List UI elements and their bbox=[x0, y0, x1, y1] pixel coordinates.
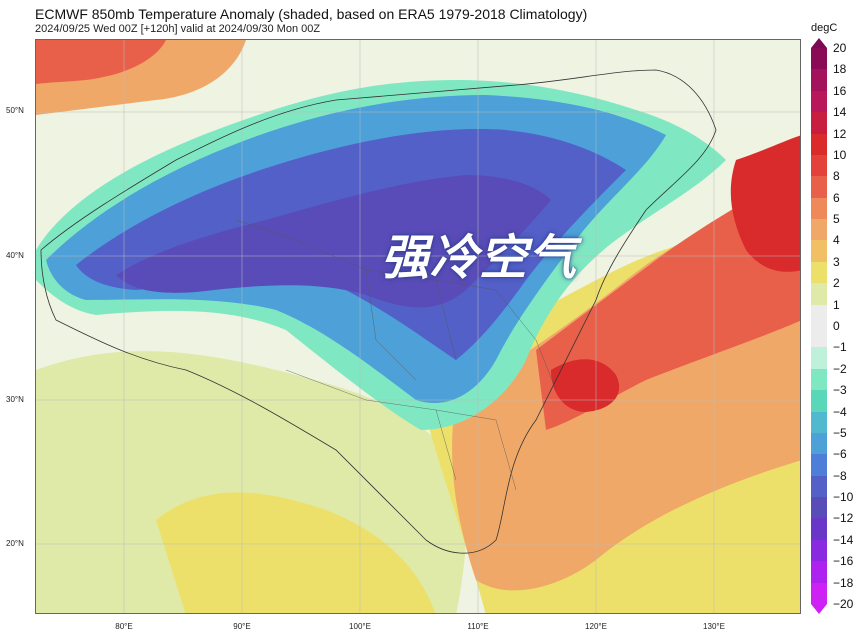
colorbar-segment bbox=[811, 432, 827, 455]
colorbar-tick-label: 2 bbox=[833, 276, 840, 291]
colorbar-segment bbox=[811, 347, 827, 370]
colorbar-segment bbox=[811, 368, 827, 391]
lat-label-40n: 40°N bbox=[6, 251, 24, 260]
colorbar-segment bbox=[811, 197, 827, 220]
colorbar-tick-label: −2 bbox=[833, 361, 847, 376]
colorbar-tick-label: −12 bbox=[833, 511, 854, 526]
warm-yellow-region-south bbox=[156, 492, 436, 613]
colorbar-tick-label: −6 bbox=[833, 447, 847, 462]
anomaly-map: 强冷空气 bbox=[35, 39, 801, 614]
colorbar-unit: degC bbox=[811, 22, 838, 34]
colorbar-tick-label: −5 bbox=[833, 425, 847, 440]
colorbar-tick-label: 14 bbox=[833, 105, 847, 120]
colorbar-tick-label: −16 bbox=[833, 554, 854, 569]
colorbar-bottom-arrow bbox=[811, 604, 827, 614]
colorbar-tick-label: 6 bbox=[833, 190, 840, 205]
cold-core-region bbox=[116, 175, 551, 308]
colorbar-tick-label: 8 bbox=[833, 169, 840, 184]
colorbar-segment bbox=[811, 219, 827, 241]
colorbar-tick-label: 0 bbox=[833, 319, 840, 333]
colorbar-segment bbox=[811, 518, 827, 541]
lon-label-120e: 120°E bbox=[585, 622, 607, 631]
colorbar-tick-label: −3 bbox=[833, 383, 847, 398]
colorbar-segment bbox=[811, 261, 827, 284]
province-borders bbox=[235, 219, 557, 491]
colorbar-segment bbox=[811, 326, 827, 348]
colorbar-tick-label: −1 bbox=[833, 340, 847, 355]
anomaly-field bbox=[36, 40, 800, 613]
colorbar-tick-label: −18 bbox=[833, 575, 854, 590]
colorbar-segment bbox=[811, 133, 827, 156]
colorbar-segment bbox=[811, 154, 827, 177]
lat-label-20n: 20°N bbox=[6, 539, 24, 548]
colorbar-tick-label: 12 bbox=[833, 126, 847, 141]
lon-label-80e: 80°E bbox=[115, 622, 133, 631]
colorbar-segment bbox=[811, 539, 827, 562]
colorbar-segment bbox=[811, 69, 827, 92]
colorbar-segment bbox=[811, 497, 827, 519]
colorbar-segment bbox=[811, 90, 827, 113]
colorbar-tick-label: 20 bbox=[833, 41, 847, 55]
colorbar-tick-label: −4 bbox=[833, 404, 847, 419]
map-subtitle: 2024/09/25 Wed 00Z [+120h] valid at 2024… bbox=[35, 23, 321, 35]
colorbar-tick-label: 5 bbox=[833, 212, 840, 227]
colorbar-tick-label: 16 bbox=[833, 83, 847, 98]
colorbar-segment bbox=[811, 475, 827, 498]
colorbar-segment bbox=[811, 48, 827, 70]
lon-label-100e: 100°E bbox=[349, 622, 371, 631]
lat-label-30n: 30°N bbox=[6, 395, 24, 404]
colorbar-tick-label: 1 bbox=[833, 297, 840, 312]
lon-label-110e: 110°E bbox=[467, 622, 489, 631]
colorbar-top-arrow bbox=[811, 38, 827, 48]
lon-label-90e: 90°E bbox=[233, 622, 251, 631]
colorbar-tick-label: 3 bbox=[833, 254, 840, 269]
colorbar-segment bbox=[811, 561, 827, 584]
colorbar-tick-label: −8 bbox=[833, 468, 847, 483]
colorbar-segment bbox=[811, 454, 827, 477]
colorbar-segment bbox=[811, 304, 827, 327]
warm-red-region-northwest bbox=[36, 40, 166, 84]
colorbar-tick-label: −20 bbox=[833, 597, 854, 611]
colorbar-segment bbox=[811, 176, 827, 199]
colorbar-segment bbox=[811, 240, 827, 263]
colorbar-tick-label: 4 bbox=[833, 233, 840, 248]
cold-air-overlay-text: 强冷空气 bbox=[381, 230, 578, 286]
colorbar-segment bbox=[811, 112, 827, 135]
colorbar-tick-label: 10 bbox=[833, 147, 847, 162]
warm-red-region-northeast bbox=[730, 135, 800, 272]
colorbar-segment bbox=[811, 411, 827, 434]
colorbar-tick-label: −10 bbox=[833, 490, 854, 505]
colorbar-segment bbox=[811, 283, 827, 306]
colorbar-tick-label: −14 bbox=[833, 532, 854, 547]
lon-label-130e: 130°E bbox=[703, 622, 725, 631]
map-title: ECMWF 850mb Temperature Anomaly (shaded,… bbox=[35, 6, 588, 22]
colorbar bbox=[811, 48, 827, 605]
colorbar-tick-label: 18 bbox=[833, 62, 847, 77]
colorbar-segment bbox=[811, 582, 827, 605]
warm-red-region-central bbox=[551, 359, 620, 412]
colorbar-segment bbox=[811, 390, 827, 413]
country-borders bbox=[40, 69, 717, 554]
lat-label-50n: 50°N bbox=[6, 106, 24, 115]
